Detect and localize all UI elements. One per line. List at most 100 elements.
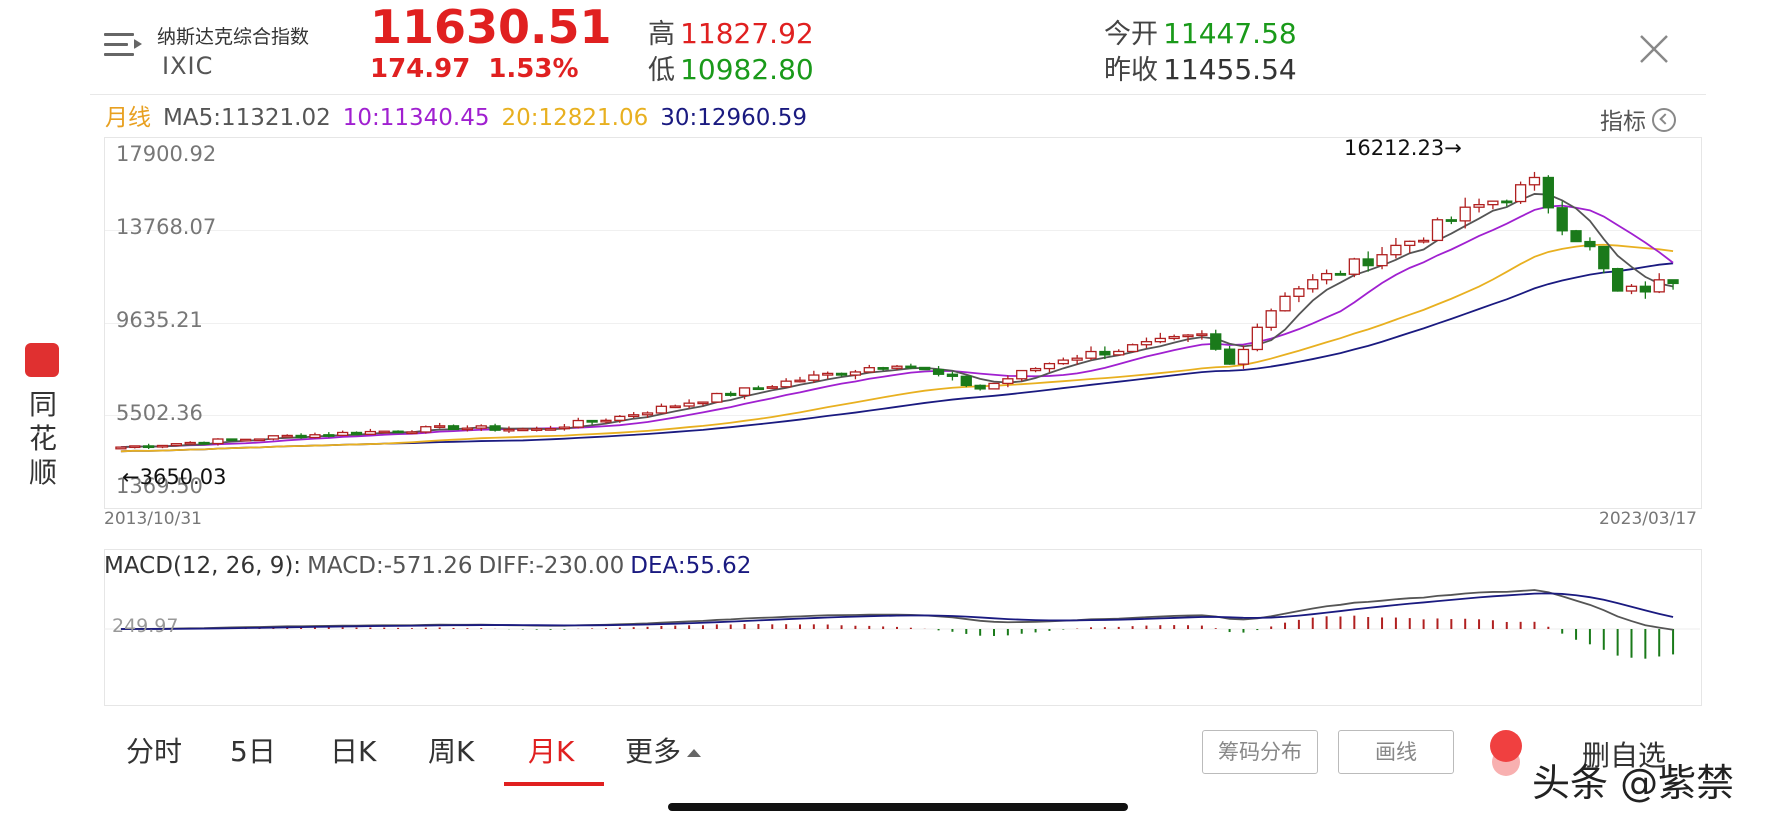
candle-body [1237, 348, 1250, 365]
candle-body [919, 366, 931, 371]
macd-bars [133, 615, 1675, 659]
tab-more[interactable]: 更多 [625, 730, 702, 770]
tab-monthly-k[interactable]: 月K [528, 735, 575, 768]
candle-body [378, 430, 390, 434]
candle-body [863, 367, 875, 373]
candle-body [489, 425, 501, 431]
candle-body [1154, 337, 1166, 343]
candle-body [1307, 279, 1319, 290]
ma30-line [120, 262, 1674, 453]
tab-daily-k[interactable]: 日K [330, 735, 377, 768]
prev-close-stat: 昨收 11455.54 [1104, 48, 1297, 87]
candle-body [129, 445, 141, 449]
candle-body [1542, 176, 1554, 209]
candle-body [420, 426, 432, 433]
candle-body [115, 446, 127, 450]
candle-body [364, 430, 377, 435]
high-stat: 高 11827.92 [648, 12, 814, 51]
y-tick-label: 9635.21 [116, 308, 203, 332]
candle-body [503, 428, 515, 432]
candle-body [988, 382, 1000, 390]
ma20-path [120, 243, 1674, 453]
candle-body [517, 428, 529, 432]
candle-body [143, 445, 155, 449]
candle-body [1404, 240, 1416, 247]
candle-body [544, 428, 557, 431]
candle-body [267, 435, 280, 440]
macd-zero-tick: 249.97 [112, 615, 179, 637]
candle-body [822, 372, 834, 376]
candle-body [946, 373, 959, 377]
candle-body [586, 419, 598, 423]
header-divider [90, 94, 1706, 95]
candle-body [1667, 279, 1679, 285]
low-label: 低 [648, 55, 675, 86]
candle-body [711, 392, 723, 403]
high-value: 11827.92 [680, 17, 814, 50]
candle-body [766, 386, 778, 389]
candle-body [156, 444, 169, 448]
diff-line [120, 589, 1674, 631]
candle-body [1390, 244, 1402, 256]
candle-body [1528, 176, 1541, 186]
index-code: IXIC [162, 52, 214, 80]
candle-body [170, 443, 183, 447]
candle-body [669, 405, 681, 409]
candle-body [323, 434, 335, 437]
ma20-line [120, 243, 1674, 453]
tab-weekly-k[interactable]: 周K [428, 735, 475, 768]
candle-body [1126, 344, 1139, 353]
candle-body [392, 430, 404, 434]
candle-body [1071, 357, 1083, 361]
candle-body [198, 441, 210, 445]
candle-body [1501, 200, 1513, 204]
menu-icon[interactable] [104, 30, 142, 60]
candle-body [1251, 326, 1263, 351]
remove-favorite-button[interactable]: 删自选 [1582, 739, 1667, 772]
candle-body [1598, 245, 1610, 270]
candle-body [1376, 254, 1388, 267]
ma10-path [120, 204, 1674, 449]
candle-body [475, 425, 487, 429]
open-value: 11447.58 [1163, 17, 1297, 50]
candle-body [226, 438, 238, 442]
candle-body [808, 374, 820, 381]
candle-body [780, 380, 792, 388]
favorite-dot-icon[interactable] [1490, 730, 1522, 762]
y-tick-label: 1369.50 [116, 474, 203, 498]
period-label[interactable]: 月线 [105, 105, 151, 131]
grid-line [105, 323, 1701, 324]
tab-intraday[interactable]: 分时 [126, 735, 183, 768]
tab-more-label: 更多 [625, 735, 682, 768]
candle-body [1168, 335, 1180, 340]
draw-line-button[interactable]: 画线 [1338, 730, 1454, 774]
candle-body [655, 405, 668, 414]
price-change: 174.97 1.53% [370, 54, 597, 84]
tab-5day[interactable]: 5日 [230, 735, 276, 768]
candle-body [1639, 285, 1651, 293]
macd-chart[interactable] [104, 549, 1702, 706]
grid-line [105, 230, 1701, 231]
candle-body [1611, 267, 1624, 292]
dea-line [120, 592, 1674, 630]
kline-chart[interactable] [104, 137, 1702, 509]
current-price: 11630.51 [370, 0, 612, 54]
close-icon[interactable] [1637, 32, 1671, 66]
candle-body [891, 365, 903, 369]
candle-body [697, 401, 709, 405]
index-name: 纳斯达克综合指数 [157, 26, 310, 48]
candle-body [1279, 295, 1291, 312]
max-annotation: 16212.23→ [1344, 136, 1462, 160]
candle-body [960, 375, 972, 387]
ma10-value: 10:11340.45 [342, 105, 490, 131]
candle-body [1099, 350, 1111, 356]
active-tab-indicator [504, 782, 604, 786]
chip-distribution-button[interactable]: 筹码分布 [1202, 730, 1318, 774]
ma30-path [120, 262, 1674, 453]
candle-body [572, 419, 584, 428]
high-label: 高 [648, 19, 675, 50]
app-name: 同花顺 [28, 388, 57, 489]
candle-body [531, 428, 543, 431]
candle-body [1445, 219, 1457, 222]
indicator-button[interactable]: 指标 [1600, 102, 1676, 136]
